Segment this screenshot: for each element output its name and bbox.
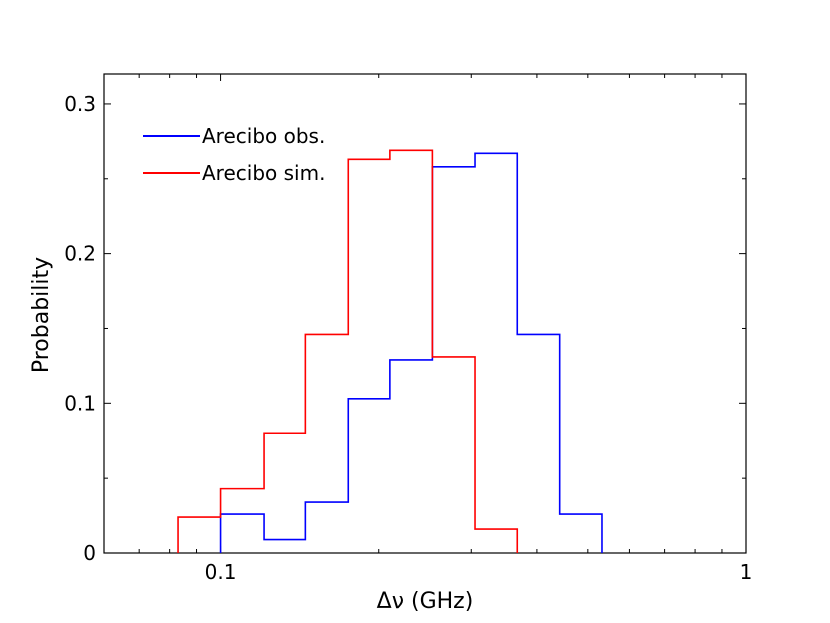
y-axis-label: Probability	[29, 257, 54, 373]
y-tick-label: 0	[83, 541, 96, 565]
x-tick-label: 1	[740, 560, 753, 584]
y-tick-label: 0.2	[64, 242, 96, 266]
x-tick-label: 0.1	[205, 560, 237, 584]
series-group	[177, 149, 603, 553]
plot-frame	[103, 73, 747, 554]
axis-ticks: 0 0.1 0.2 0.3 0.1 1	[64, 74, 752, 584]
y-tick-label: 0.1	[64, 391, 96, 415]
legend-label-arecibo-sim: Arecibo sim.	[202, 161, 325, 185]
legend-label-arecibo-obs: Arecibo obs.	[202, 124, 325, 148]
y-tick-label: 0.3	[64, 92, 96, 116]
x-axis-label: Δν (GHz)	[377, 589, 474, 614]
series-line-arecibo-obs	[219, 152, 603, 553]
series-line-arecibo-sim	[177, 149, 519, 553]
plot-border	[103, 73, 747, 554]
legend: Arecibo obs. Arecibo sim.	[143, 124, 325, 185]
